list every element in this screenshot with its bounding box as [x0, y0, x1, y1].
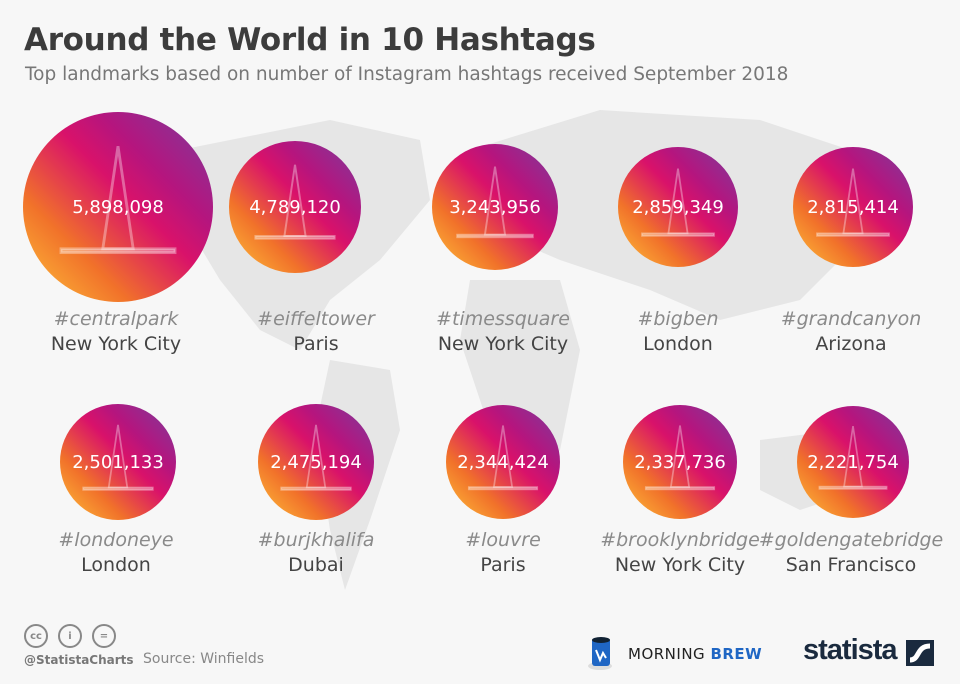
bubble-value: 3,243,956: [449, 196, 541, 218]
bubble-value: 2,221,754: [807, 451, 899, 473]
partner-word2: BREW: [710, 645, 763, 663]
partner-word1: MORNING: [628, 645, 706, 663]
hashtag-label: #londoneye: [58, 529, 174, 551]
source-text: Source: Winfields: [143, 651, 265, 667]
bubble-value: 4,789,120: [249, 196, 341, 218]
canyon-icon: [816, 168, 890, 237]
bubble-value: 2,501,133: [72, 451, 164, 473]
bubble-londoneye: 2,501,133: [60, 404, 176, 520]
bubble-burjkhalifa: 2,475,194: [258, 404, 374, 520]
brooklyn-bridge-icon: [644, 425, 716, 491]
statista-logo: statista: [803, 634, 898, 666]
cc-icon: cc: [24, 624, 48, 648]
skyscrapers-icon: [456, 166, 534, 239]
hashtag-label: #louvre: [465, 529, 541, 551]
golden-gate-bridge-icon: [818, 426, 888, 490]
trees-icon: [59, 145, 177, 255]
bubble-eiffeltower: 4,789,120: [229, 141, 361, 273]
bubble-value: 2,337,736: [634, 451, 726, 473]
location-label: New York City: [614, 554, 746, 576]
morning-brew-logo: MORNING BREW: [628, 645, 762, 663]
big-ben-icon: [641, 168, 715, 237]
hashtag-label: #bigben: [637, 308, 719, 330]
bubble-goldengatebridge: 2,221,754: [797, 406, 909, 518]
bubble-value: 5,898,098: [72, 196, 164, 218]
hashtag-label: #goldengatebridge: [758, 529, 944, 551]
bubble-brooklynbridge: 2,337,736: [623, 405, 737, 519]
location-label: Arizona: [815, 333, 887, 355]
page-subtitle: Top landmarks based on number of Instagr…: [25, 64, 789, 85]
bubble-value: 2,344,424: [457, 451, 549, 473]
hashtag-label: #timessquare: [436, 308, 570, 330]
bubble-louvre: 2,344,424: [446, 405, 560, 519]
morning-brew-mug-icon: [588, 637, 612, 670]
by-icon: i: [58, 624, 82, 648]
eiffel-tower-icon: [254, 164, 336, 240]
location-label: London: [643, 333, 713, 355]
bubble-value: 2,815,414: [807, 196, 899, 218]
bubble-bigben: 2,859,349: [618, 147, 738, 267]
location-label: Paris: [293, 333, 339, 355]
location-label: New York City: [50, 333, 182, 355]
location-label: Dubai: [288, 554, 344, 576]
hashtag-label: #eiffeltower: [257, 308, 375, 330]
louvre-pyramid-icon: [467, 425, 539, 491]
statista-logo-icon: [906, 640, 934, 666]
statista-handle: @StatistaCharts: [24, 653, 134, 667]
location-label: San Francisco: [785, 554, 917, 576]
bubble-value: 2,859,349: [632, 196, 724, 218]
location-label: New York City: [437, 333, 569, 355]
bubble-value: 2,475,194: [270, 451, 362, 473]
page-title: Around the World in 10 Hashtags: [24, 22, 596, 58]
nd-icon: =: [92, 624, 116, 648]
bubble-timessquare: 3,243,956: [432, 144, 558, 270]
hashtag-label: #centralpark: [53, 308, 179, 330]
bubble-centralpark: 5,898,098: [23, 112, 213, 302]
hashtag-label: #brooklynbridge: [600, 529, 760, 551]
bubble-grandcanyon: 2,815,414: [793, 147, 913, 267]
hashtag-label: #grandcanyon: [780, 308, 922, 330]
location-label: London: [81, 554, 151, 576]
burj-khalifa-icon: [280, 424, 352, 491]
ferris-wheel-icon: [82, 424, 154, 491]
hashtag-label: #burjkhalifa: [257, 529, 375, 551]
location-label: Paris: [480, 554, 526, 576]
